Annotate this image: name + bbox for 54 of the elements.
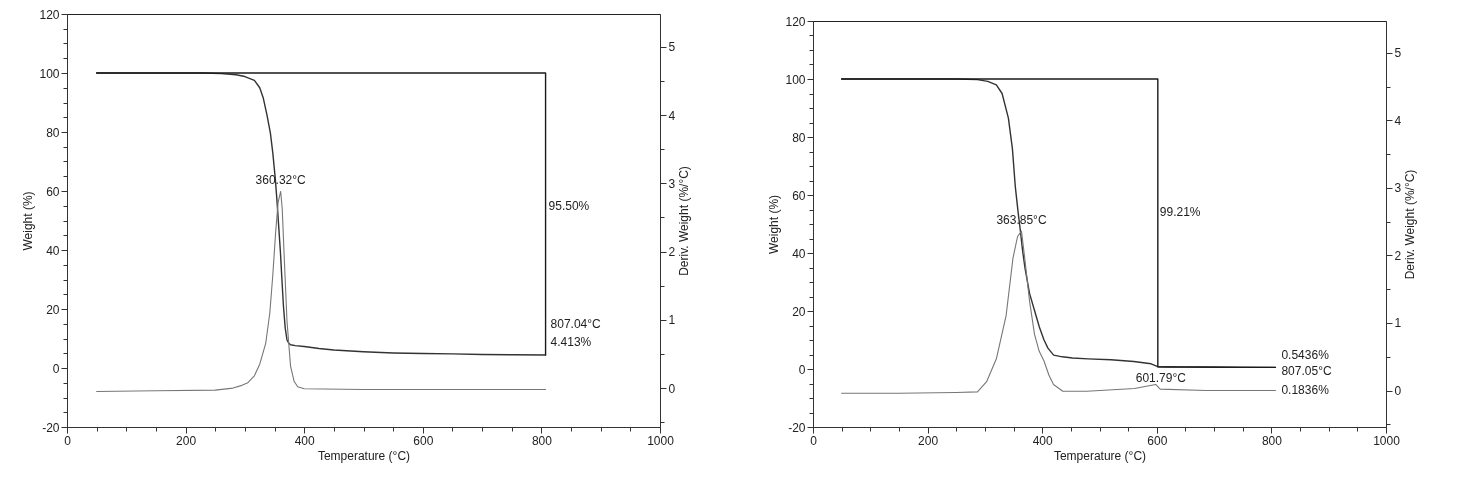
y2-tick-label: 4 <box>668 108 676 123</box>
y2-tick-label: 3 <box>1394 181 1402 196</box>
x-axis-title: Temperature (°C) <box>1053 448 1147 463</box>
y-tick-label: 0 <box>798 362 806 377</box>
y-tick-label: 40 <box>792 246 806 261</box>
x-tick-label: 800 <box>1261 433 1283 448</box>
y-axis-title: Weight (%) <box>21 191 36 251</box>
y2-tick-label: 3 <box>668 176 676 191</box>
x-tick-label: 200 <box>918 433 939 448</box>
y2-tick-label: 5 <box>668 40 676 55</box>
x-tick-label: 600 <box>413 433 434 448</box>
annotation: 4.413% <box>550 334 592 349</box>
y2-tick-label: 0 <box>1394 384 1402 399</box>
y2-tick-label: 1 <box>668 313 676 328</box>
y2-tick-label: 0 <box>668 381 676 396</box>
y2-tick-label: 2 <box>668 245 676 260</box>
y-axis-title: Weight (%) <box>767 194 782 255</box>
y-tick-label: 80 <box>792 130 806 145</box>
annotation: 807.05°C <box>1281 364 1332 379</box>
y-tick-label: 60 <box>46 184 60 199</box>
annotation: 0.5436% <box>1281 348 1330 363</box>
y-tick-label: 40 <box>46 243 60 258</box>
y2-tick-label: 5 <box>1394 46 1402 61</box>
x-tick-label: 400 <box>294 433 316 448</box>
x-tick-label: 200 <box>176 433 197 448</box>
y-tick-label: 0 <box>52 361 60 376</box>
x-tick-label: 600 <box>1147 433 1168 448</box>
x-tick-label: 0 <box>64 433 72 448</box>
y-tick-label: -20 <box>788 420 806 435</box>
x-tick-label: 0 <box>810 433 818 448</box>
y-tick-label: 80 <box>46 125 60 140</box>
y2-tick-label: 2 <box>1394 248 1402 263</box>
y-tick-label: 20 <box>792 304 806 319</box>
x-tick-label: 400 <box>1032 433 1054 448</box>
y-tick-label: 100 <box>785 72 806 87</box>
annotation: 601.79°C <box>1135 371 1187 386</box>
x-axis-title: Temperature (°C) <box>317 448 411 463</box>
annotation: 99.21% <box>1159 205 1201 220</box>
y-tick-label: 120 <box>785 14 806 29</box>
annotation: 0.1836% <box>1281 383 1330 398</box>
y-tick-label: 60 <box>792 188 806 203</box>
y2-tick-label: 4 <box>1394 113 1402 128</box>
annotation: 807.04°C <box>550 316 602 331</box>
y-tick-label: 20 <box>46 302 60 317</box>
x-tick-label: 1000 <box>647 433 675 448</box>
y2-tick-label: 1 <box>1394 316 1402 331</box>
y2-axis-title: Deriv. Weight (%/°C) <box>1403 169 1418 280</box>
x-tick-label: 800 <box>531 433 553 448</box>
y-tick-label: 100 <box>39 66 60 81</box>
annotation: 95.50% <box>548 198 590 213</box>
y2-axis-title: Deriv. Weight (%/°C) <box>677 166 692 276</box>
x-tick-label: 1000 <box>1373 433 1401 448</box>
y-tick-label: -20 <box>42 420 60 435</box>
y-tick-label: 120 <box>39 7 60 22</box>
